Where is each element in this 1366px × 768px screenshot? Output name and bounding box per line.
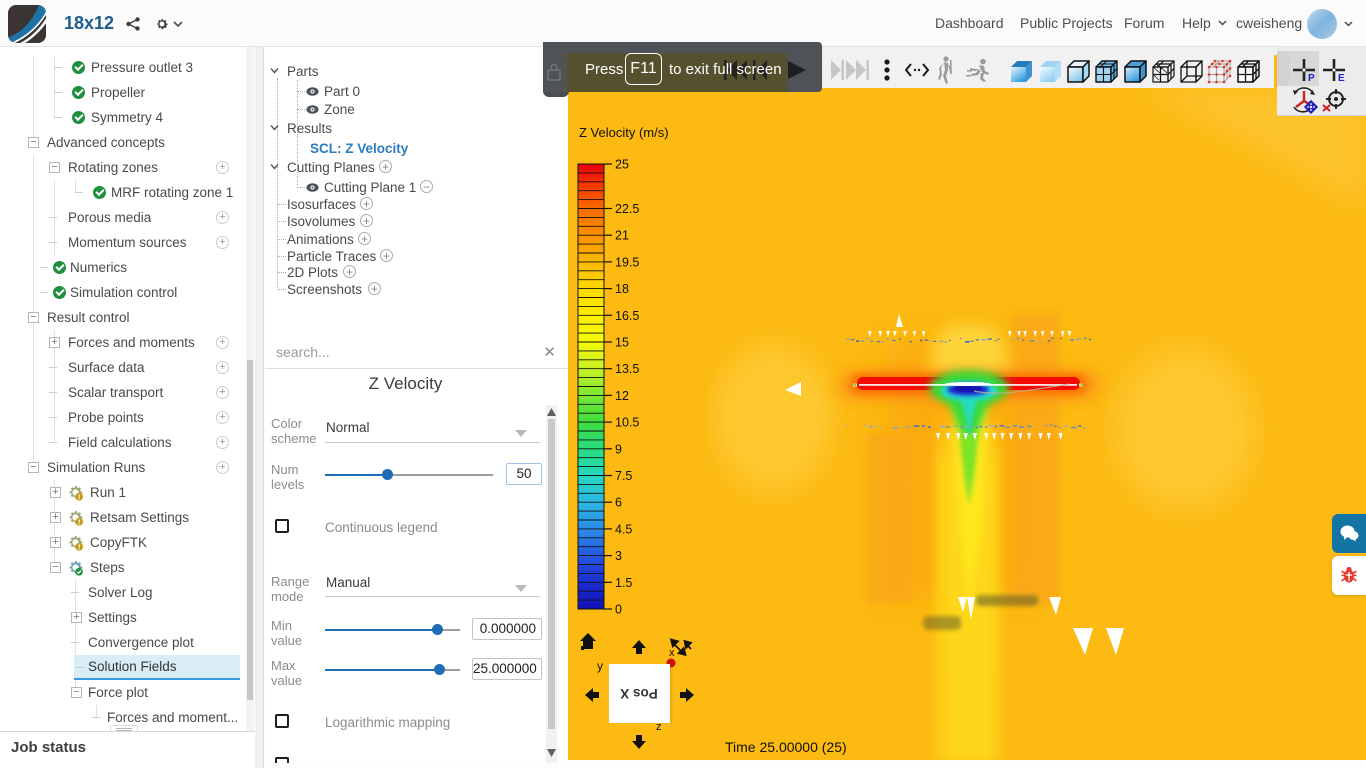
svg-text:16.5: 16.5 — [615, 309, 639, 323]
svg-text:0: 0 — [615, 603, 622, 617]
svg-text:18: 18 — [615, 282, 629, 296]
svg-text:Z Velocity (m/s): Z Velocity (m/s) — [579, 125, 669, 140]
svg-text:9: 9 — [615, 442, 622, 456]
svg-text:E: E — [1338, 73, 1345, 82]
svg-text:1.5: 1.5 — [615, 576, 632, 590]
svg-text:z: z — [656, 721, 662, 733]
svg-text:19.5: 19.5 — [615, 255, 639, 269]
svg-text:y: y — [597, 659, 603, 673]
svg-text:6: 6 — [615, 496, 622, 510]
svg-text:x: x — [669, 647, 675, 659]
svg-text:15: 15 — [615, 336, 629, 350]
svg-text:Time 25.00000 (25): Time 25.00000 (25) — [725, 739, 847, 755]
svg-text:3: 3 — [615, 549, 622, 563]
svg-text:4.5: 4.5 — [615, 522, 632, 536]
svg-text:Pos X: Pos X — [620, 686, 658, 701]
svg-text:10.5: 10.5 — [615, 416, 639, 430]
svg-text:P: P — [1308, 73, 1315, 82]
svg-text:12: 12 — [615, 389, 629, 403]
svg-text:21: 21 — [615, 229, 629, 243]
svg-text:25: 25 — [615, 158, 629, 172]
svg-text:13.5: 13.5 — [615, 362, 639, 376]
svg-text:7.5: 7.5 — [615, 469, 632, 483]
svg-text:22.5: 22.5 — [615, 202, 639, 216]
